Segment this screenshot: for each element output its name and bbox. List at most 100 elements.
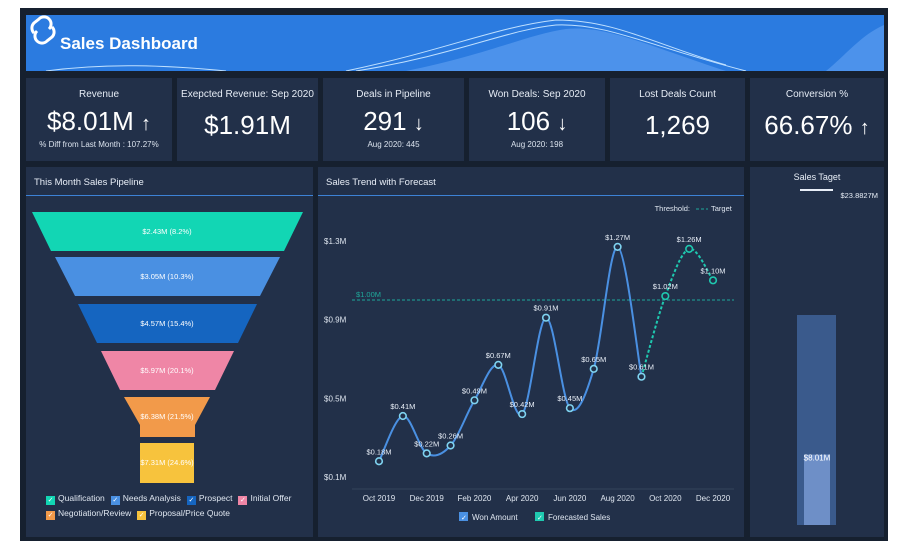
legend-item-needs-analysis[interactable]: ✓ Needs Analysis — [110, 493, 181, 505]
data-point[interactable] — [708, 276, 718, 285]
page-title: Sales Dashboard — [60, 34, 198, 53]
checkbox-icon[interactable]: ✓ — [186, 496, 196, 505]
data-point[interactable] — [589, 364, 598, 373]
legend-item-prospect[interactable]: ✓ Prospect — [186, 493, 233, 505]
y-tick-label: $0.1M — [324, 473, 347, 482]
y-tick-label: $1.3M — [324, 237, 347, 246]
checkbox-icon[interactable]: ✓ — [238, 496, 248, 505]
sales-target-panel: Sales Taget $8.01M $23.8827M — [750, 167, 884, 537]
header-banner: Sales Dashboard — [26, 15, 884, 71]
kpi-label: Exepcted Revenue: Sep 2020 — [181, 89, 314, 100]
x-tick-label: Dec 2019 — [410, 494, 445, 503]
data-point[interactable] — [541, 313, 551, 322]
data-point[interactable] — [637, 372, 646, 381]
legend-label[interactable]: Forecasted Sales — [548, 513, 610, 522]
kpi-subtext: Aug 2020: 445 — [367, 140, 420, 149]
trend-panel: $0.1M $0.5M $0.9M $1.3M Oct 2019 Dec 2019 Feb … — [318, 167, 744, 537]
funnel-stage-label: $2.43M (8.2%) — [142, 227, 192, 236]
funnel-stage-3[interactable] — [78, 304, 257, 343]
actual-bar[interactable] — [804, 454, 830, 525]
kpi-subtext: Aug 2020: 198 — [510, 140, 564, 149]
data-label: $0.49M — [462, 386, 487, 395]
kpi-card: Revenue $8.01M ↑ % Diff from Last Month … — [26, 78, 172, 161]
data-point[interactable] — [518, 409, 527, 419]
data-point[interactable] — [613, 242, 622, 251]
funnel-stage-5[interactable] — [124, 397, 210, 437]
logo-icon — [30, 15, 56, 45]
x-tick-label: Jun 2020 — [553, 494, 586, 503]
data-label: $0.22M — [414, 439, 439, 448]
funnel-stage-2[interactable] — [55, 257, 280, 296]
data-point[interactable] — [470, 396, 479, 405]
funnel-stage-6[interactable] — [140, 443, 194, 483]
funnel-stage-label: $3.05M (10.3%) — [140, 272, 194, 281]
kpi-label: Revenue — [78, 89, 120, 100]
kpi-subtext: % Diff from Last Month : 107.27% — [39, 140, 159, 149]
checkbox-icon[interactable]: ✓ — [46, 511, 55, 520]
funnel-panel: $2.43M (8.2%) $3.05M (10.3%) $4.57M (15.4%… — [26, 167, 313, 537]
funnel-stage-label: $7.31M (24.6%) — [140, 458, 194, 467]
data-label: $0.41M — [390, 402, 415, 411]
data-point[interactable] — [685, 244, 694, 253]
funnel-stage-label: $4.57M (15.4%) — [140, 319, 194, 328]
legend-item-qualification[interactable]: ✓ Qualification — [46, 493, 105, 505]
checkbox-icon[interactable]: ✓ — [46, 496, 55, 505]
legend-checkbox-icon[interactable] — [535, 512, 544, 521]
legend-checkbox-icon[interactable] — [459, 512, 468, 521]
kpi-card: Exepcted Revenue: Sep 2020 $1.91M — [177, 78, 318, 161]
y-tick-label: $0.9M — [324, 316, 347, 325]
legend-label: Qualification — [58, 493, 105, 503]
funnel-chart: $2.43M (8.2%) $3.05M (10.3%) $4.57M (15.4%… — [32, 212, 303, 483]
legend-label: Initial Offer — [250, 493, 292, 503]
checkbox-icon[interactable]: ✓ — [110, 496, 120, 505]
data-label: $1.27M — [605, 233, 630, 242]
kpi-label: Deals in Pipeline — [356, 89, 431, 100]
checkbox-icon[interactable]: ✓ — [137, 511, 147, 520]
sales-target-chart: Sales Taget $8.01M $23.8827M — [794, 172, 878, 525]
funnel-stage-1[interactable] — [32, 212, 303, 251]
data-label: $1.26M — [677, 235, 702, 244]
kpi-value: 66.67% — [764, 110, 853, 140]
data-label: $0.18M — [366, 447, 391, 456]
legend-item-initial-offer[interactable]: ✓ Initial Offer — [238, 493, 291, 505]
y-tick-label: $0.5M — [324, 394, 347, 403]
data-point[interactable] — [565, 404, 574, 413]
kpi-value: 291 — [363, 106, 407, 136]
kpi-value: 106 — [506, 106, 551, 136]
data-point[interactable] — [422, 449, 431, 458]
data-point[interactable] — [661, 291, 670, 301]
funnel-stage-4[interactable] — [101, 351, 234, 390]
target-label: $23.8827M — [840, 191, 878, 200]
trend-arrow-icon: ↓ — [557, 113, 568, 135]
data-label: $0.61M — [629, 363, 654, 372]
x-tick-label: Dec 2020 — [696, 494, 731, 503]
data-label: $0.91M — [534, 304, 559, 313]
legend-label: Prospect — [198, 493, 233, 503]
x-tick-label: Aug 2020 — [600, 494, 635, 503]
legend-label[interactable]: Won Amount — [472, 513, 518, 522]
legend-label: Negotiation/Review — [58, 508, 132, 518]
funnel-stage-label: $5.97M (20.1%) — [140, 366, 194, 375]
funnel-legend: ✓ Qualification ✓ Needs Analysis ✓ Prospect ✓ I… — [46, 493, 311, 520]
data-point[interactable] — [374, 457, 384, 466]
check-icon: ✓ — [461, 515, 467, 522]
legend-item-proposal-price-quote[interactable]: ✓ Proposal/Price Quote — [137, 508, 230, 520]
data-label: $1.02M — [653, 282, 678, 291]
x-tick-label: Oct 2019 — [363, 494, 396, 503]
data-point[interactable] — [446, 441, 455, 450]
kpi-value: $1.91M — [204, 110, 291, 140]
sales-target-title: Sales Taget — [794, 172, 841, 182]
threshold-label: $1.00M — [356, 290, 381, 299]
header-wave-decoration — [45, 19, 884, 71]
legend-item-negotiation-review[interactable]: ✓ Negotiation/Review — [46, 508, 131, 520]
data-point[interactable] — [398, 411, 407, 421]
kpi-label: Conversion % — [785, 89, 849, 100]
funnel-stage-label: $6.38M (21.5%) — [140, 412, 194, 421]
kpi-card: Lost Deals Count 1,269 — [610, 78, 745, 161]
kpi-value: $8.01M — [47, 106, 134, 136]
trend-title: Sales Trend with Forecast — [318, 167, 744, 196]
x-tick-label: Feb 2020 — [458, 494, 492, 503]
kpi-label: Lost Deals Count — [639, 89, 716, 100]
data-point[interactable] — [494, 360, 503, 369]
threshold-legend-name: Target — [711, 204, 733, 213]
